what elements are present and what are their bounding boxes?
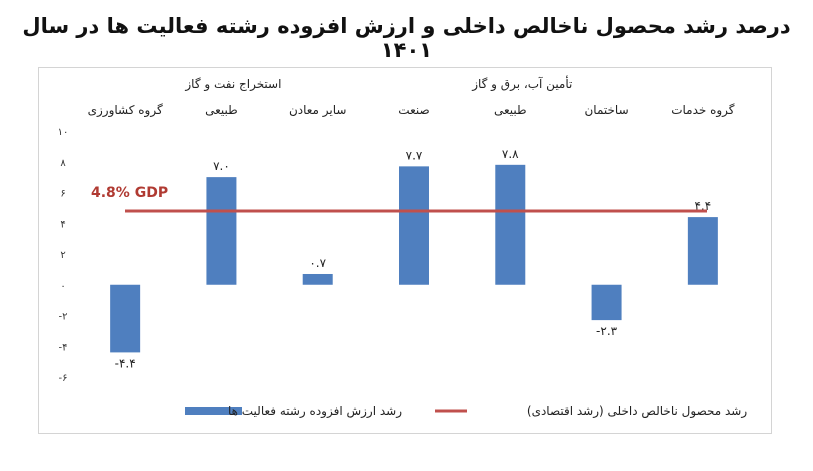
y-tick-label: -۴ (59, 342, 68, 353)
bar (110, 284, 141, 353)
category-label: طبیعی (205, 103, 238, 117)
gdp-label: 4.8% GDP (91, 185, 168, 201)
category-label: گروه خدمات (671, 103, 735, 118)
y-tick-label: ۲ (60, 250, 65, 261)
bar (687, 217, 718, 285)
data-label: ۷.۷ (406, 148, 423, 162)
y-tick-label: -۶ (59, 373, 68, 384)
legend-label-bars: رشد ارزش افزوده رشته فعالیت ها (228, 404, 402, 419)
chart-area: -۶ -۴ -۲ ۰ ۲ ۴ ۶ ۸ ۱۰ -۴.۴ ۷.۰ ۰.۷ ۷.۷ ۷.۸ -۲.۳ ۴.۴ گروه… (38, 67, 772, 434)
bar (495, 164, 526, 285)
category-label: گروه کشاورزی (88, 103, 163, 118)
data-label: ۷.۰ (213, 159, 230, 173)
category-label: استخراج نفت و گاز (184, 77, 281, 92)
data-label: -۴.۴ (115, 356, 136, 370)
legend-label-gdp: رشد محصول ناخالص داخلی (رشد اقتصادی) (527, 404, 747, 419)
bar (591, 284, 622, 321)
category-label: تأمین آب، برق و گاز (471, 75, 572, 92)
legend-bar-swatch (185, 407, 242, 415)
y-tick-label: ۴ (60, 219, 65, 230)
bar (302, 273, 333, 285)
category-label: صنعت (398, 103, 429, 117)
chart-title: درصد رشد محصول ناخالص داخلی و ارزش افزود… (22, 14, 791, 62)
data-label: ۰.۷ (309, 256, 326, 270)
y-tick-label: -۲ (59, 312, 68, 323)
category-label: سایر معادن (289, 103, 347, 118)
data-label: -۲.۳ (596, 324, 618, 338)
category-label: طبیعی (494, 103, 527, 117)
data-label: ۷.۸ (502, 147, 519, 161)
y-tick-label: ۰ (60, 281, 65, 292)
y-tick-label: ۶ (60, 189, 65, 200)
y-tick-label: ۸ (60, 158, 66, 169)
bar (399, 166, 429, 285)
y-tick-label: ۱۰ (58, 127, 69, 138)
bar (206, 177, 237, 285)
category-label: ساختمان (584, 103, 628, 117)
